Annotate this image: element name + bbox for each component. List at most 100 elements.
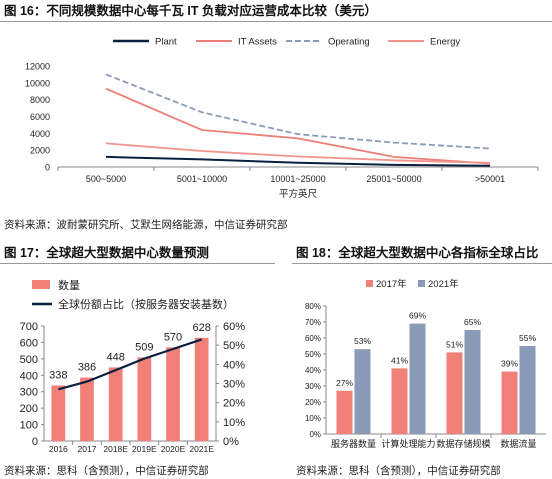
fig17-bar-value-label: 628 <box>192 322 210 334</box>
fig16-series-line-plant <box>105 155 491 167</box>
fig16-y-tick-label: 4000 <box>30 129 50 139</box>
fig17-bar <box>108 367 123 441</box>
fig18-chart: 2017年 2021年 0% 10% 20% 30% 40% 50% 60% 70% 80% 27% 5… <box>305 278 546 449</box>
fig18-y-tick-label: 70% <box>305 318 321 327</box>
fig16-y-tick-label: 6000 <box>30 112 50 122</box>
fig16-series-line-operating <box>105 73 491 150</box>
fig16-legend-label: Energy <box>430 37 460 48</box>
fig18-legend-swatch <box>418 280 425 287</box>
fig18-header: 图 18：全球超大型数据中心各指标全球占比 <box>296 246 539 260</box>
fig17-x-tick-label: 2017 <box>78 444 97 454</box>
fig17-y-tick-label: 600 <box>20 337 38 349</box>
fig16-legend-label: IT Assets <box>238 37 277 48</box>
fig18-y-tick-label: 50% <box>305 350 321 359</box>
fig18-bar-value-label: 41% <box>391 355 408 365</box>
fig16-x-tick-label: 500~5000 <box>86 174 126 184</box>
fig17-header: 图 17：全球超大型数据中心数量预测 <box>4 246 209 260</box>
fig17-source: 资料来源：思科（含预测），中信证券研究部 <box>4 465 209 477</box>
fig18-bar-value-label: 55% <box>519 333 536 343</box>
fig16-series-line-it-assets <box>105 87 491 165</box>
fig17-x-tick-label: 2020E <box>161 444 186 454</box>
fig16-x-axis-title: 平方英尺 <box>279 188 318 200</box>
fig18-bar-value-label: 27% <box>336 378 353 388</box>
fig17-y2-tick-label: 30% <box>223 379 245 391</box>
fig16-legend-label: Plant <box>155 37 177 48</box>
fig16-y-tick-label: 8000 <box>30 95 50 105</box>
fig17-bar-value-label: 338 <box>49 369 67 381</box>
fig18-y-tick-label: 10% <box>305 414 321 423</box>
fig17-bar <box>166 347 180 441</box>
fig16-legend-label: Operating <box>328 37 370 48</box>
fig16-source: 资料来源：波耐蒙研究所、艾默生网络能源，中信证券研究部 <box>4 219 288 231</box>
fig16-x-tick-label: >50001 <box>475 174 505 184</box>
fig17-y2-tick-label: 40% <box>223 359 245 371</box>
fig18-bar-value-label: 39% <box>501 359 518 369</box>
fig17-bar-value-label: 509 <box>135 341 153 353</box>
fig17-x-tick-label: 2018E <box>103 444 128 454</box>
fig17-bar-value-label: 570 <box>164 331 182 343</box>
fig16-header-rule <box>0 21 552 22</box>
fig18-legend-label: 2021年 <box>428 278 459 290</box>
fig16-x-tick-label: 10001~25000 <box>270 174 325 184</box>
fig17-x-tick-label: 2019E <box>132 444 157 454</box>
fig18-y-tick-label: 60% <box>305 334 321 343</box>
fig17-legend-swatch-bar <box>32 280 50 289</box>
fig17-y-tick-label: 500 <box>20 354 38 366</box>
fig18-bar-value-label: 65% <box>464 317 481 327</box>
fig17-y2-tick-label: 50% <box>223 340 245 352</box>
fig17-legend-label: 数量 <box>58 279 80 292</box>
fig18-bar <box>391 368 408 434</box>
fig18-bar-value-label: 51% <box>446 339 463 349</box>
fig18-bar <box>354 349 371 434</box>
fig18-x-tick-label: 服务器数量 <box>331 438 376 449</box>
fig18-bar <box>336 390 353 434</box>
fig18-bar <box>464 330 481 434</box>
fig17-bar <box>80 377 94 441</box>
fig18-header-rule <box>292 263 552 264</box>
fig18-bar-value-label: 53% <box>354 336 371 346</box>
fig17-share-line <box>58 338 203 391</box>
fig17-y-tick-label: 0 <box>32 436 38 448</box>
fig18-x-tick-label: 数据存储规模 <box>436 438 490 449</box>
fig17-y-tick-label: 100 <box>20 420 38 432</box>
fig18-y-tick-label: 20% <box>305 398 321 407</box>
fig17-y-tick-label: 300 <box>20 387 38 399</box>
fig18-bar <box>519 346 536 434</box>
fig18-bar-value-label: 69% <box>409 311 426 321</box>
fig18-legend-label: 2017年 <box>376 278 407 290</box>
fig16-x-tick-label: 25001~50000 <box>366 174 421 184</box>
fig18-bar <box>409 323 426 434</box>
fig17-x-tick-label: 2016 <box>49 444 68 454</box>
fig16-y-tick-label: 2000 <box>30 146 50 156</box>
fig17-y2-tick-label: 60% <box>223 321 245 333</box>
fig16-y-tick-label: 10000 <box>25 78 50 88</box>
fig16-x-tick-label: 5001~10000 <box>177 174 227 184</box>
fig17-y2-tick-label: 20% <box>223 398 245 410</box>
fig17-legend-label: 全球份额占比（按服务器安装基数） <box>58 297 234 311</box>
fig18-bar <box>446 352 463 434</box>
fig18-y-tick-label: 40% <box>305 366 321 375</box>
fig17-y-tick-label: 400 <box>20 370 38 382</box>
fig18-bar <box>501 371 518 434</box>
fig17-y2-tick-label: 10% <box>223 417 245 429</box>
fig17-y2-tick-label: 0% <box>223 436 239 448</box>
fig18-source: 资料来源：思科（含预测），中信证券研究部 <box>296 465 501 477</box>
fig18-y-tick-label: 80% <box>305 302 321 311</box>
fig17-bar <box>194 337 209 441</box>
fig18-y-tick-label: 0% <box>309 430 321 439</box>
fig17-x-tick-label: 2021E <box>189 444 214 454</box>
fig18-x-tick-label: 计算处理能力 <box>381 438 435 449</box>
fig16-series-line-energy <box>105 142 491 164</box>
fig18-x-tick-label: 数据流量 <box>500 438 536 449</box>
fig18-y-tick-label: 30% <box>305 382 321 391</box>
fig16-chart: 0 2000 4000 6000 8000 10000 12000 500~5000 5001~… <box>25 37 539 200</box>
fig17-bar-value-label: 448 <box>106 351 124 363</box>
fig17-bar-value-label: 386 <box>78 362 96 374</box>
fig17-header-rule <box>0 263 275 264</box>
fig17-y-tick-label: 200 <box>20 403 38 415</box>
fig16-y-tick-label: 0 <box>45 163 50 173</box>
fig17-bar <box>137 357 152 441</box>
fig16-y-tick-label: 12000 <box>25 62 50 72</box>
fig16-header: 图 16：不同规模数据中心每千瓦 IT 负载对应运营成本比较（美元） <box>4 4 377 18</box>
